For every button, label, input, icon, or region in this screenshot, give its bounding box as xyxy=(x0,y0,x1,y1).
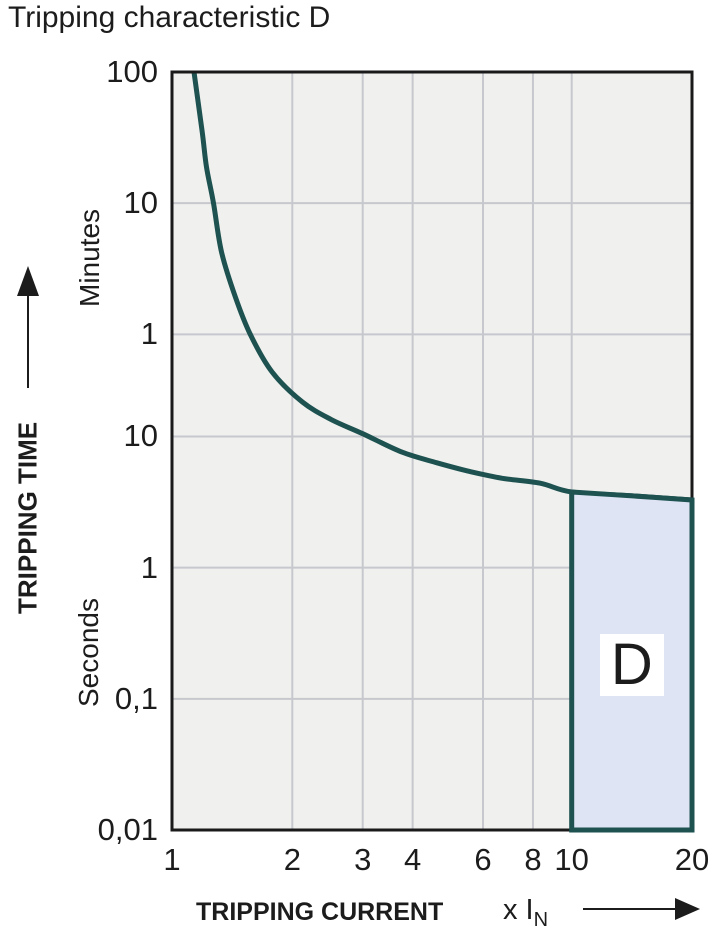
y-tick-label: 0,01 xyxy=(97,812,158,847)
y-tick-label: 10 xyxy=(123,185,158,221)
grid-lines xyxy=(172,72,692,830)
x-tick-label: 6 xyxy=(474,842,492,877)
region-d-label: D xyxy=(599,632,664,697)
y-axis-title: TRIPPING TIME xyxy=(12,421,43,615)
x-tick-label: 8 xyxy=(524,842,542,877)
x-axis-unit: x IN xyxy=(503,894,549,931)
x-tick-label: 4 xyxy=(404,842,422,877)
y-tick-label: 1 xyxy=(140,316,158,352)
x-tick-label: 3 xyxy=(354,842,372,877)
x-tick-label: 20 xyxy=(674,842,710,877)
x-axis-title: TRIPPING CURRENT xyxy=(196,898,444,926)
y-tick-label: 10 xyxy=(123,418,158,454)
x-tick-label: 10 xyxy=(554,842,589,877)
up-arrow-icon xyxy=(17,266,39,388)
chart-title: Tripping characteristic D xyxy=(8,1,331,34)
right-arrow-icon xyxy=(583,898,700,920)
y-tick-label: 100 xyxy=(106,54,158,89)
y-tick-label: 1 xyxy=(140,549,158,585)
tripping-curve xyxy=(191,72,692,503)
x-tick-label: 2 xyxy=(283,842,301,877)
x-tick-label: 1 xyxy=(163,842,181,877)
plot-border xyxy=(170,70,694,832)
y-tick-label: 0,1 xyxy=(114,680,158,716)
